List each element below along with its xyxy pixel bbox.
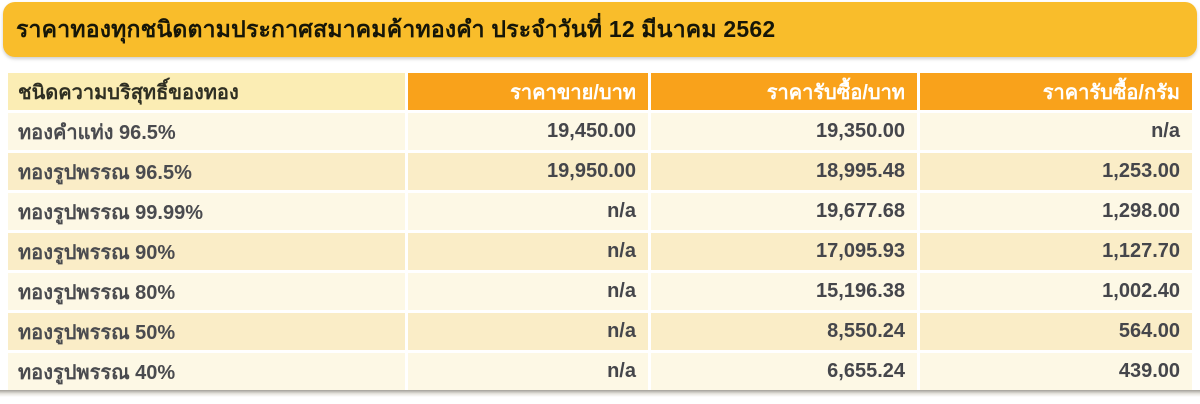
sell-baht-cell: n/a bbox=[408, 193, 648, 230]
sell-baht-cell: n/a bbox=[408, 353, 648, 390]
column-header-purity: ชนิดความบริสุทธิ์ของทอง bbox=[8, 73, 405, 110]
sell-baht-cell: n/a bbox=[408, 233, 648, 270]
sell-baht-cell: n/a bbox=[408, 273, 648, 310]
buy-baht-cell: 8,550.24 bbox=[651, 313, 917, 350]
row-label: ทองรูปพรรณ 99.99% bbox=[8, 193, 405, 230]
table-row: ทองรูปพรรณ 90% n/a 17,095.93 1,127.70 bbox=[8, 233, 1192, 270]
row-label: ทองรูปพรรณ 40% bbox=[8, 353, 405, 390]
buy-gram-cell: 564.00 bbox=[920, 313, 1192, 350]
column-header-sell-baht: ราคาขาย/บาท bbox=[408, 73, 648, 110]
column-header-buy-gram: ราคารับซื้อ/กรัม bbox=[920, 73, 1192, 110]
table-row: ทองรูปพรรณ 40% n/a 6,655.24 439.00 bbox=[8, 353, 1192, 390]
table-header: ชนิดความบริสุทธิ์ของทอง ราคาขาย/บาท ราคา… bbox=[8, 73, 1192, 110]
buy-gram-cell: n/a bbox=[920, 113, 1192, 150]
sell-baht-cell: 19,450.00 bbox=[408, 113, 648, 150]
page-title: ราคาทองทุกชนิดตามประกาศสมาคมค้าทองคำ ประ… bbox=[16, 15, 776, 42]
sell-baht-cell: 19,950.00 bbox=[408, 153, 648, 190]
row-label: ทองรูปพรรณ 50% bbox=[8, 313, 405, 350]
column-header-buy-baht: ราคารับซื้อ/บาท bbox=[651, 73, 917, 110]
row-label: ทองคำแท่ง 96.5% bbox=[8, 113, 405, 150]
buy-gram-cell: 1,253.00 bbox=[920, 153, 1192, 190]
table-row: ทองรูปพรรณ 50% n/a 8,550.24 564.00 bbox=[8, 313, 1192, 350]
row-label: ทองรูปพรรณ 80% bbox=[8, 273, 405, 310]
row-label: ทองรูปพรรณ 96.5% bbox=[8, 153, 405, 190]
row-label: ทองรูปพรรณ 90% bbox=[8, 233, 405, 270]
buy-baht-cell: 18,995.48 bbox=[651, 153, 917, 190]
gold-price-table: ชนิดความบริสุทธิ์ของทอง ราคาขาย/บาท ราคา… bbox=[5, 70, 1195, 393]
table-body: ทองคำแท่ง 96.5% 19,450.00 19,350.00 n/a … bbox=[8, 113, 1192, 390]
buy-baht-cell: 17,095.93 bbox=[651, 233, 917, 270]
table-row: ทองรูปพรรณ 96.5% 19,950.00 18,995.48 1,2… bbox=[8, 153, 1192, 190]
buy-baht-cell: 19,350.00 bbox=[651, 113, 917, 150]
buy-gram-cell: 1,002.40 bbox=[920, 273, 1192, 310]
header-row: ชนิดความบริสุทธิ์ของทอง ราคาขาย/บาท ราคา… bbox=[8, 73, 1192, 110]
title-bar: ราคาทองทุกชนิดตามประกาศสมาคมค้าทองคำ ประ… bbox=[3, 2, 1197, 57]
table-row: ทองคำแท่ง 96.5% 19,450.00 19,350.00 n/a bbox=[8, 113, 1192, 150]
bottom-shadow-divider bbox=[0, 390, 1200, 397]
buy-gram-cell: 1,127.70 bbox=[920, 233, 1192, 270]
table-row: ทองรูปพรรณ 80% n/a 15,196.38 1,002.40 bbox=[8, 273, 1192, 310]
buy-gram-cell: 1,298.00 bbox=[920, 193, 1192, 230]
buy-baht-cell: 15,196.38 bbox=[651, 273, 917, 310]
buy-baht-cell: 19,677.68 bbox=[651, 193, 917, 230]
gold-price-table-container: ชนิดความบริสุทธิ์ของทอง ราคาขาย/บาท ราคา… bbox=[5, 70, 1195, 393]
table-row: ทองรูปพรรณ 99.99% n/a 19,677.68 1,298.00 bbox=[8, 193, 1192, 230]
buy-baht-cell: 6,655.24 bbox=[651, 353, 917, 390]
sell-baht-cell: n/a bbox=[408, 313, 648, 350]
buy-gram-cell: 439.00 bbox=[920, 353, 1192, 390]
